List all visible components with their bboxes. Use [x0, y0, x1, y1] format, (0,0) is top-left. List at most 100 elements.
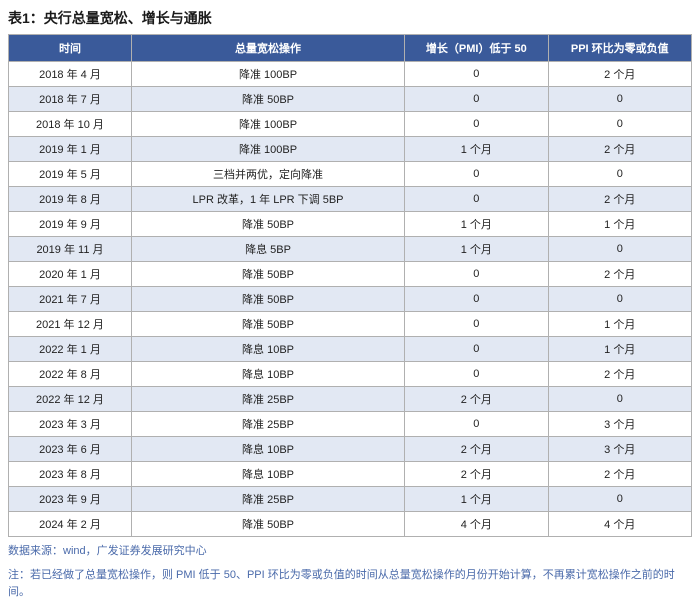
table-cell: 2 个月: [548, 187, 691, 212]
table-cell: 2024 年 2 月: [9, 512, 132, 537]
table-cell: 0: [405, 87, 548, 112]
table-cell: 降准 25BP: [131, 412, 404, 437]
table-cell: 2 个月: [548, 262, 691, 287]
table-cell: 0: [548, 387, 691, 412]
table-row: 2019 年 9 月降准 50BP1 个月1 个月: [9, 212, 692, 237]
table-row: 2018 年 10 月降准 100BP00: [9, 112, 692, 137]
table-cell: 降息 10BP: [131, 437, 404, 462]
table-cell: 降准 100BP: [131, 112, 404, 137]
column-header: PPI 环比为零或负值: [548, 35, 691, 62]
source-line: 数据来源：wind，广发证券发展研究中心: [8, 543, 692, 561]
table-cell: 降准 50BP: [131, 312, 404, 337]
table-cell: 1 个月: [405, 487, 548, 512]
table-cell: 0: [405, 362, 548, 387]
table-cell: 三档并两优，定向降准: [131, 162, 404, 187]
table-cell: 2023 年 3 月: [9, 412, 132, 437]
table-cell: 2019 年 11 月: [9, 237, 132, 262]
table-cell: 2023 年 6 月: [9, 437, 132, 462]
table-cell: 2021 年 12 月: [9, 312, 132, 337]
table-cell: 降息 10BP: [131, 362, 404, 387]
table-cell: 降息 10BP: [131, 337, 404, 362]
table-cell: 2018 年 7 月: [9, 87, 132, 112]
table-cell: 降准 50BP: [131, 512, 404, 537]
table-cell: 0: [405, 62, 548, 87]
data-table: 时间总量宽松操作增长（PMI）低于 50PPI 环比为零或负值 2018 年 4…: [8, 34, 692, 537]
table-cell: 降准 50BP: [131, 287, 404, 312]
table-cell: 2023 年 9 月: [9, 487, 132, 512]
table-row: 2020 年 1 月降准 50BP02 个月: [9, 262, 692, 287]
table-cell: 0: [405, 287, 548, 312]
table-cell: 2022 年 12 月: [9, 387, 132, 412]
table-row: 2023 年 8 月降息 10BP2 个月2 个月: [9, 462, 692, 487]
table-cell: 3 个月: [548, 437, 691, 462]
column-header: 时间: [9, 35, 132, 62]
table-cell: 1 个月: [548, 212, 691, 237]
table-title: 表1：央行总量宽松、增长与通胀: [8, 8, 692, 28]
note-line: 注：若已经做了总量宽松操作，则 PMI 低于 50、PPI 环比为零或负值的时间…: [8, 567, 692, 602]
table-cell: 2020 年 1 月: [9, 262, 132, 287]
table-cell: 2019 年 5 月: [9, 162, 132, 187]
table-row: 2022 年 1 月降息 10BP01 个月: [9, 337, 692, 362]
table-cell: 降息 5BP: [131, 237, 404, 262]
table-cell: 0: [405, 187, 548, 212]
table-cell: 0: [405, 312, 548, 337]
table-cell: 0: [548, 287, 691, 312]
table-cell: 2 个月: [548, 62, 691, 87]
column-header: 总量宽松操作: [131, 35, 404, 62]
table-cell: 降准 50BP: [131, 87, 404, 112]
column-header: 增长（PMI）低于 50: [405, 35, 548, 62]
table-cell: 0: [548, 162, 691, 187]
table-cell: 2023 年 8 月: [9, 462, 132, 487]
table-cell: 1 个月: [405, 212, 548, 237]
header-row: 时间总量宽松操作增长（PMI）低于 50PPI 环比为零或负值: [9, 35, 692, 62]
table-cell: 1 个月: [548, 337, 691, 362]
table-cell: 0: [548, 487, 691, 512]
table-row: 2019 年 11 月降息 5BP1 个月0: [9, 237, 692, 262]
table-cell: 降准 25BP: [131, 487, 404, 512]
table-cell: 0: [548, 237, 691, 262]
table-cell: 2 个月: [548, 137, 691, 162]
table-cell: 0: [405, 412, 548, 437]
table-cell: 0: [405, 162, 548, 187]
table-row: 2018 年 4 月降准 100BP02 个月: [9, 62, 692, 87]
table-cell: 0: [548, 87, 691, 112]
table-cell: 降准 50BP: [131, 262, 404, 287]
table-cell: 1 个月: [405, 137, 548, 162]
table-cell: 降息 10BP: [131, 462, 404, 487]
table-cell: 2019 年 9 月: [9, 212, 132, 237]
table-cell: 3 个月: [548, 412, 691, 437]
table-cell: 0: [405, 337, 548, 362]
table-row: 2023 年 3 月降准 25BP03 个月: [9, 412, 692, 437]
table-cell: 2 个月: [405, 387, 548, 412]
table-row: 2019 年 1 月降准 100BP1 个月2 个月: [9, 137, 692, 162]
table-cell: 0: [405, 262, 548, 287]
table-row: 2021 年 12 月降准 50BP01 个月: [9, 312, 692, 337]
table-cell: 2 个月: [405, 437, 548, 462]
table-cell: 2019 年 8 月: [9, 187, 132, 212]
table-cell: 2022 年 1 月: [9, 337, 132, 362]
table-cell: 1 个月: [548, 312, 691, 337]
table-cell: 1 个月: [405, 237, 548, 262]
table-row: 2024 年 2 月降准 50BP4 个月4 个月: [9, 512, 692, 537]
table-row: 2019 年 5 月三档并两优，定向降准00: [9, 162, 692, 187]
table-row: 2018 年 7 月降准 50BP00: [9, 87, 692, 112]
table-cell: 2 个月: [548, 362, 691, 387]
table-row: 2019 年 8 月LPR 改革，1 年 LPR 下调 5BP02 个月: [9, 187, 692, 212]
table-cell: 降准 100BP: [131, 137, 404, 162]
table-cell: 降准 25BP: [131, 387, 404, 412]
table-cell: 2 个月: [405, 462, 548, 487]
table-cell: 降准 50BP: [131, 212, 404, 237]
table-row: 2023 年 9 月降准 25BP1 个月0: [9, 487, 692, 512]
table-cell: 2018 年 4 月: [9, 62, 132, 87]
table-cell: 2022 年 8 月: [9, 362, 132, 387]
table-row: 2023 年 6 月降息 10BP2 个月3 个月: [9, 437, 692, 462]
table-cell: 2019 年 1 月: [9, 137, 132, 162]
table-row: 2022 年 12 月降准 25BP2 个月0: [9, 387, 692, 412]
table-cell: 4 个月: [548, 512, 691, 537]
table-cell: 0: [405, 112, 548, 137]
table-cell: 2021 年 7 月: [9, 287, 132, 312]
table-cell: 降准 100BP: [131, 62, 404, 87]
table-cell: 2018 年 10 月: [9, 112, 132, 137]
table-cell: 4 个月: [405, 512, 548, 537]
table-cell: 2 个月: [548, 462, 691, 487]
